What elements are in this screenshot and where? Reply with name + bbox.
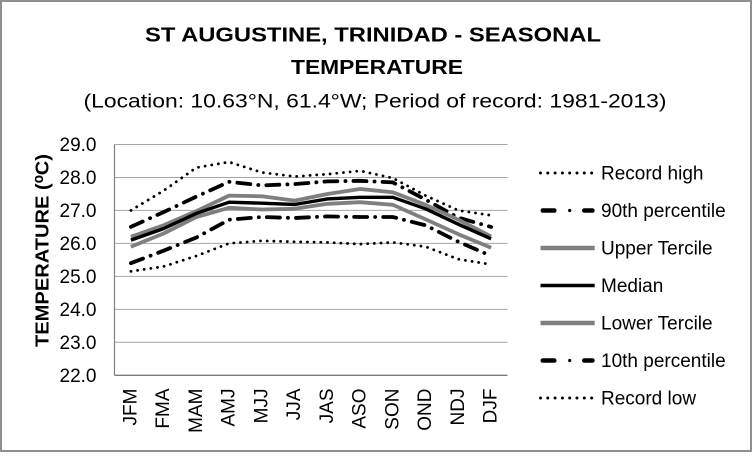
- svg-text:ASO: ASO: [350, 389, 371, 429]
- svg-text:25.0: 25.0: [60, 267, 97, 288]
- svg-text:28.0: 28.0: [60, 168, 97, 189]
- svg-text:10th percentile: 10th percentile: [601, 351, 726, 372]
- svg-text:JAS: JAS: [317, 389, 338, 424]
- svg-text:DJF: DJF: [481, 389, 502, 424]
- svg-text:NDJ: NDJ: [448, 389, 469, 426]
- svg-text:TEMPERATURE: TEMPERATURE: [291, 57, 463, 79]
- svg-text:AMJ: AMJ: [219, 389, 240, 427]
- svg-text:Median: Median: [601, 276, 663, 297]
- svg-text:26.0: 26.0: [60, 234, 97, 255]
- svg-text:OND: OND: [415, 389, 436, 431]
- svg-text:Record low: Record low: [601, 389, 696, 410]
- svg-text:MAM: MAM: [186, 389, 207, 433]
- svg-text:24.0: 24.0: [60, 300, 97, 321]
- svg-text:ST AUGUSTINE, TRINIDAD - SEASO: ST AUGUSTINE, TRINIDAD - SEASONAL: [145, 25, 601, 47]
- svg-text:Lower Tercile: Lower Tercile: [601, 314, 713, 335]
- svg-text:MJJ: MJJ: [251, 389, 272, 424]
- svg-text:SON: SON: [382, 389, 403, 430]
- svg-text:(Location: 10.63°N, 61.4°W; Pe: (Location: 10.63°N, 61.4°W; Period of re…: [84, 92, 667, 113]
- svg-text:29.0: 29.0: [60, 135, 97, 156]
- svg-text:90th percentile: 90th percentile: [601, 201, 726, 222]
- svg-text:22.0: 22.0: [60, 366, 97, 387]
- svg-text:27.0: 27.0: [60, 201, 97, 222]
- svg-text:23.0: 23.0: [60, 333, 97, 354]
- svg-text:TEMPERATURE (⁰C): TEMPERATURE (⁰C): [33, 154, 53, 347]
- svg-text:JJA: JJA: [284, 388, 305, 420]
- svg-text:FMA: FMA: [153, 388, 174, 428]
- svg-text:JFM: JFM: [120, 389, 141, 426]
- svg-text:Record high: Record high: [601, 164, 703, 185]
- svg-text:Upper Tercile: Upper Tercile: [601, 239, 713, 260]
